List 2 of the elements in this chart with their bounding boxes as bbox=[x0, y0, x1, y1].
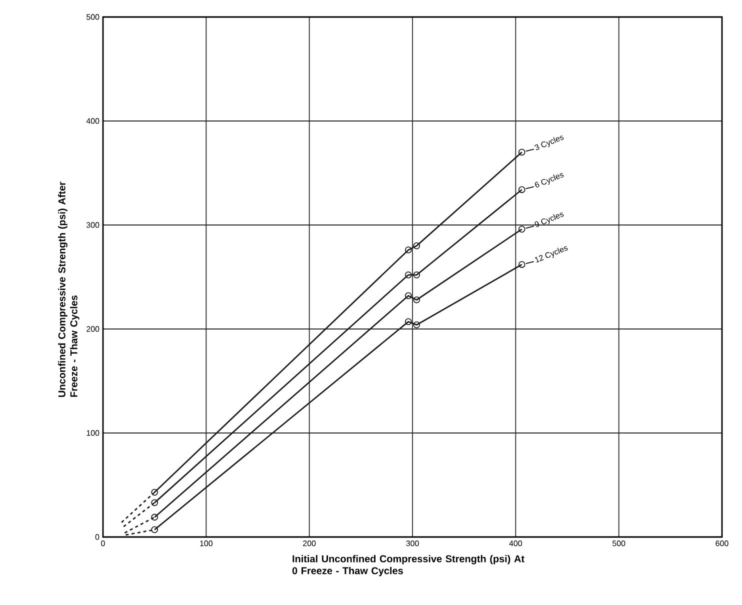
x-axis-title: Initial Unconfined Compressive Strength (psi) At 0 Freeze - Thaw Cycles bbox=[292, 554, 524, 576]
y-axis-title: Unconfined Compressive Strength (psi) After Freeze - Thaw Cycles bbox=[58, 182, 80, 397]
